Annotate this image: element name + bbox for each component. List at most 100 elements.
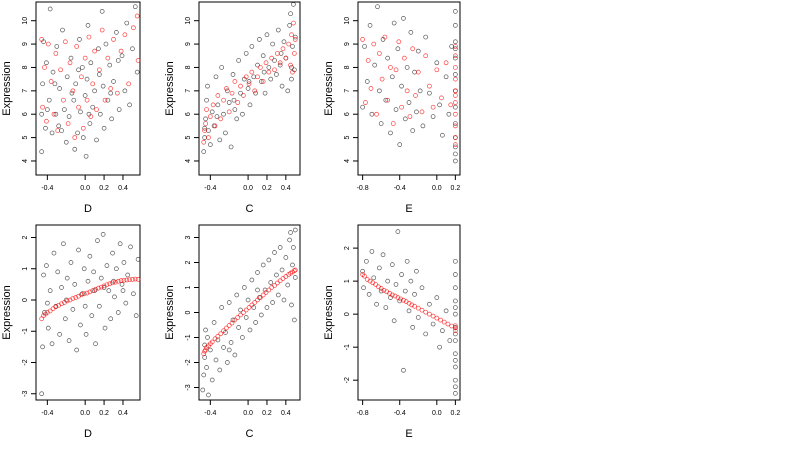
data-point bbox=[279, 267, 285, 273]
data-point bbox=[397, 142, 403, 147]
fitted-point bbox=[130, 277, 135, 282]
data-point bbox=[61, 241, 66, 247]
fitted-point bbox=[210, 102, 216, 108]
data-point bbox=[258, 79, 264, 84]
fitted-point bbox=[70, 88, 76, 94]
fitted-point bbox=[252, 88, 258, 94]
y-tick-label: 6 bbox=[185, 112, 192, 116]
y-tick-label: -3 bbox=[185, 384, 192, 390]
data-point bbox=[41, 272, 46, 278]
data-point bbox=[54, 44, 60, 49]
fitted-point bbox=[67, 60, 73, 66]
data-point bbox=[406, 100, 412, 105]
fitted-point bbox=[80, 125, 86, 131]
fitted-point bbox=[87, 289, 93, 295]
fitted-point bbox=[96, 67, 102, 73]
y-tick-label: 4 bbox=[185, 159, 192, 163]
data-point bbox=[453, 104, 458, 110]
data-point bbox=[232, 352, 238, 358]
fitted-point bbox=[79, 292, 84, 298]
fitted-point bbox=[82, 55, 88, 61]
fitted-point bbox=[407, 114, 413, 119]
data-point bbox=[202, 135, 208, 140]
fitted-point bbox=[209, 339, 215, 345]
data-point bbox=[402, 116, 408, 122]
data-point bbox=[275, 27, 281, 33]
fitted-point bbox=[51, 111, 57, 117]
fitted-point bbox=[241, 93, 246, 98]
plot-frame bbox=[357, 224, 461, 401]
fitted-point bbox=[430, 104, 436, 110]
x-tick-label: 0.0 bbox=[80, 185, 90, 192]
data-point bbox=[45, 325, 51, 331]
fitted-point bbox=[390, 121, 396, 126]
data-point bbox=[240, 111, 245, 117]
data-point bbox=[278, 51, 284, 56]
data-point bbox=[257, 37, 262, 42]
data-point bbox=[388, 130, 393, 136]
scatter-panel-6: -0.8 -0.4 0.0 0.2 -2 -1 0 1 2 E Expression bbox=[323, 224, 461, 440]
data-point bbox=[130, 46, 135, 52]
y-tick-label: 5 bbox=[22, 136, 29, 140]
data-point bbox=[228, 144, 234, 150]
fitted-point bbox=[76, 104, 81, 110]
data-point bbox=[251, 74, 257, 80]
fitted-point bbox=[64, 298, 70, 304]
data-point bbox=[44, 300, 50, 306]
data-point bbox=[434, 60, 440, 66]
data-point bbox=[291, 245, 296, 250]
data-point bbox=[107, 62, 113, 68]
data-point bbox=[291, 317, 297, 323]
data-point bbox=[202, 355, 208, 360]
y-tick-label: 10 bbox=[344, 17, 351, 25]
data-point bbox=[96, 303, 102, 309]
data-point bbox=[217, 137, 223, 143]
data-point bbox=[249, 44, 255, 49]
data-point bbox=[69, 90, 75, 96]
fitted-point bbox=[206, 135, 211, 140]
y-tick-label: 1 bbox=[344, 279, 351, 283]
y-tick-label: 6 bbox=[22, 112, 29, 116]
fitted-point bbox=[101, 283, 107, 289]
fitted-point bbox=[396, 39, 402, 45]
data-point bbox=[44, 60, 49, 66]
data-point bbox=[399, 83, 404, 89]
fitted-point bbox=[255, 74, 260, 80]
fitted-point bbox=[90, 288, 96, 293]
data-point bbox=[108, 316, 114, 322]
data-point bbox=[83, 153, 89, 159]
data-point bbox=[40, 81, 45, 87]
data-point bbox=[402, 288, 408, 294]
data-point bbox=[283, 255, 289, 260]
y-tick-label: -2 bbox=[185, 359, 192, 365]
data-point bbox=[268, 76, 274, 82]
data-point bbox=[100, 232, 106, 237]
fitted-point bbox=[246, 81, 252, 87]
fitted-point bbox=[441, 319, 447, 325]
data-point bbox=[119, 53, 125, 59]
plot-frame bbox=[198, 1, 301, 176]
y-tick-label: 0 bbox=[185, 310, 192, 314]
data-point bbox=[223, 130, 228, 136]
data-point bbox=[391, 318, 397, 324]
data-point bbox=[204, 97, 209, 103]
data-point bbox=[453, 55, 458, 61]
fitted-point bbox=[453, 65, 458, 70]
data-point bbox=[446, 111, 452, 117]
data-point bbox=[440, 132, 445, 138]
data-point bbox=[453, 272, 458, 277]
data-point bbox=[224, 88, 230, 94]
fitted-point bbox=[114, 90, 120, 96]
x-tick-label: 0.2 bbox=[450, 410, 460, 417]
data-point bbox=[453, 377, 458, 383]
data-point bbox=[374, 301, 379, 307]
data-point bbox=[68, 55, 74, 61]
data-point bbox=[243, 51, 249, 56]
fitted-point bbox=[215, 93, 221, 98]
data-point bbox=[453, 158, 458, 164]
data-point bbox=[87, 121, 93, 126]
data-point bbox=[401, 367, 406, 373]
fitted-point bbox=[94, 107, 99, 112]
data-point bbox=[87, 253, 93, 259]
y-tick-label: -2 bbox=[344, 377, 351, 383]
